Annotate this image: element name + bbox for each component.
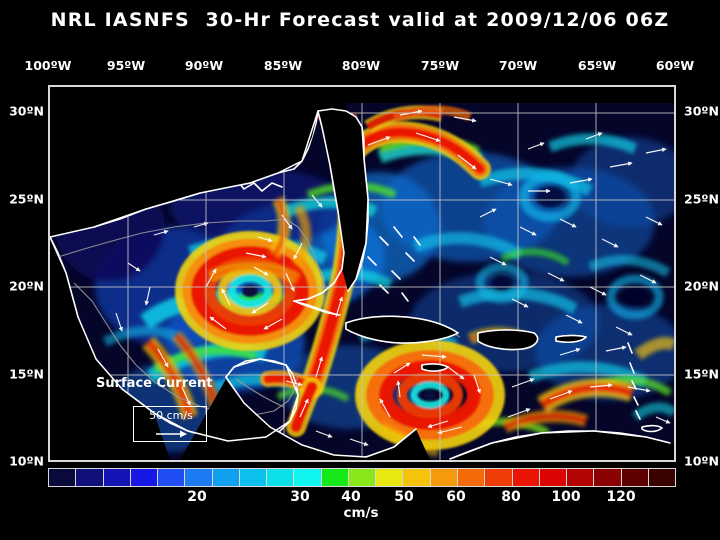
lat-label-left-25n: 25ºN — [9, 191, 44, 207]
colorbar-tick-120: 120 — [606, 489, 636, 505]
lon-label-75w: 75ºW — [420, 58, 460, 73]
colorbar-tick-40: 40 — [341, 489, 361, 505]
colorbar-cell-6 — [212, 469, 240, 486]
lat-label-left-10n: 10ºN — [9, 453, 44, 469]
colorbar-cell-5 — [185, 469, 213, 486]
colorbar-tick-60: 60 — [446, 489, 466, 505]
lat-label-left-30n: 30ºN — [9, 103, 44, 119]
lon-label-80w: 80ºW — [341, 58, 381, 73]
colorbar-cell-20 — [594, 469, 622, 486]
map-canvas — [50, 87, 674, 460]
colorbar-cell-15 — [457, 469, 486, 486]
colorbar-cell-1 — [76, 469, 104, 486]
colorbar-cell-2 — [103, 469, 131, 486]
right-arrow-icon — [156, 430, 187, 438]
current-speed-map[interactable] — [48, 85, 676, 462]
surface-current-legend-label: Surface Current — [96, 376, 213, 391]
scale-reference-box: 50 cm/s — [133, 406, 207, 442]
colorbar-tick-100: 100 — [551, 489, 581, 505]
lat-label-right-30n: 30ºN — [684, 103, 719, 119]
lat-label-right-25n: 25ºN — [684, 191, 719, 207]
lon-label-60w: 60ºW — [655, 58, 695, 73]
colorbar-cell-0 — [49, 469, 77, 486]
lon-label-65w: 65ºW — [577, 58, 617, 73]
colorbar-tick-20: 20 — [187, 489, 207, 505]
lat-label-left-15n: 15ºN — [9, 366, 44, 382]
colorbar-cell-13 — [403, 469, 431, 486]
colorbar-cell-4 — [158, 469, 186, 486]
colorbar-cell-18 — [539, 469, 568, 486]
speed-colorbar[interactable] — [48, 468, 676, 487]
lon-label-95w: 95ºW — [106, 58, 146, 73]
lat-label-left-20n: 20ºN — [9, 278, 44, 294]
lon-label-90w: 90ºW — [184, 58, 224, 73]
colorbar-cell-21 — [621, 469, 649, 486]
colorbar-cell-3 — [130, 469, 159, 486]
colorbar-cell-7 — [239, 469, 268, 486]
lon-label-100w: 100ºW — [24, 58, 72, 73]
colorbar-cell-8 — [267, 469, 295, 486]
colorbar-cell-19 — [567, 469, 595, 486]
colorbar-cell-16 — [485, 469, 513, 486]
colorbar-cell-10 — [321, 469, 349, 486]
scale-value-label: 50 cm/s — [149, 409, 193, 422]
lat-label-right-20n: 20ºN — [684, 278, 719, 294]
colorbar-tick-50: 50 — [394, 489, 414, 505]
colorbar-cell-17 — [512, 469, 540, 486]
page-title: NRL IASNFS 30-Hr Forecast valid at 2009/… — [50, 9, 670, 31]
lat-label-right-10n: 10ºN — [684, 453, 719, 469]
colorbar-cell-22 — [648, 469, 676, 486]
colorbar-tick-30: 30 — [290, 489, 310, 505]
colorbar-cell-11 — [348, 469, 377, 486]
colorbar-unit-label: cm/s — [343, 505, 379, 521]
colorbar-cell-14 — [430, 469, 458, 486]
lon-label-70w: 70ºW — [498, 58, 538, 73]
lat-label-right-15n: 15ºN — [684, 366, 719, 382]
colorbar-tick-80: 80 — [501, 489, 521, 505]
colorbar-cell-9 — [294, 469, 322, 486]
colorbar-cell-12 — [376, 469, 404, 486]
lon-label-85w: 85ºW — [263, 58, 303, 73]
